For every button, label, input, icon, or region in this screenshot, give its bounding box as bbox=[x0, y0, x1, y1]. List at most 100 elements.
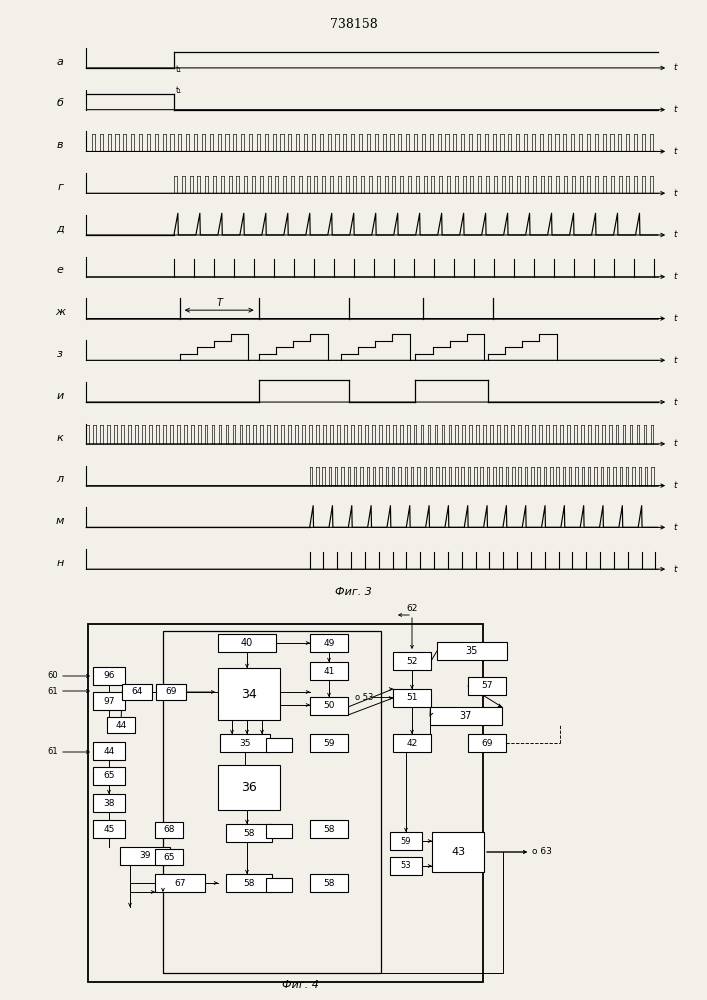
Text: t₁: t₁ bbox=[176, 65, 182, 74]
Text: 41: 41 bbox=[323, 666, 334, 676]
Text: 35: 35 bbox=[466, 646, 478, 656]
Text: 59: 59 bbox=[323, 738, 334, 748]
Text: t: t bbox=[673, 398, 677, 407]
Bar bbox=[93, 667, 125, 685]
Text: t: t bbox=[673, 105, 677, 114]
Text: 49: 49 bbox=[323, 639, 334, 648]
Text: и: и bbox=[57, 391, 64, 401]
Bar bbox=[88, 624, 483, 982]
Text: 58: 58 bbox=[323, 879, 334, 888]
Text: м: м bbox=[56, 516, 64, 526]
Bar bbox=[390, 857, 422, 875]
Text: 61: 61 bbox=[47, 748, 58, 756]
Bar bbox=[226, 824, 272, 842]
Text: л: л bbox=[57, 474, 64, 484]
Text: 42: 42 bbox=[407, 738, 418, 748]
Bar bbox=[93, 742, 125, 760]
Bar bbox=[156, 684, 186, 700]
Text: 58: 58 bbox=[243, 828, 255, 838]
Text: з: з bbox=[57, 349, 63, 359]
Text: t: t bbox=[673, 272, 677, 281]
Text: 39: 39 bbox=[139, 852, 151, 860]
Text: 738158: 738158 bbox=[329, 18, 378, 31]
Text: 43: 43 bbox=[451, 847, 465, 857]
Bar bbox=[310, 734, 348, 752]
Bar bbox=[266, 738, 292, 752]
Text: к: к bbox=[57, 433, 64, 443]
Bar bbox=[155, 822, 183, 838]
Text: t: t bbox=[673, 356, 677, 365]
Bar bbox=[93, 794, 125, 812]
Text: 34: 34 bbox=[241, 688, 257, 700]
Bar bbox=[93, 767, 125, 785]
Text: t: t bbox=[673, 189, 677, 198]
Text: T: T bbox=[216, 298, 222, 308]
Text: 69: 69 bbox=[165, 688, 177, 696]
Bar bbox=[155, 874, 205, 892]
Text: t₁: t₁ bbox=[176, 86, 182, 95]
Text: 59: 59 bbox=[401, 836, 411, 846]
Text: д: д bbox=[57, 224, 64, 234]
Bar bbox=[310, 874, 348, 892]
Bar bbox=[218, 634, 276, 652]
Bar bbox=[393, 652, 431, 670]
Bar bbox=[220, 734, 270, 752]
Bar bbox=[393, 734, 431, 752]
Text: 65: 65 bbox=[163, 852, 175, 861]
Text: 52: 52 bbox=[407, 656, 418, 666]
Text: 96: 96 bbox=[103, 672, 115, 680]
Text: 44: 44 bbox=[103, 746, 115, 756]
Bar bbox=[390, 832, 422, 850]
Text: o 53: o 53 bbox=[355, 692, 373, 702]
Text: t: t bbox=[673, 230, 677, 239]
Bar bbox=[155, 849, 183, 865]
Text: 65: 65 bbox=[103, 772, 115, 780]
Text: 58: 58 bbox=[243, 879, 255, 888]
Bar bbox=[218, 765, 280, 810]
Bar bbox=[218, 668, 280, 720]
Bar bbox=[393, 689, 431, 707]
Text: 97: 97 bbox=[103, 696, 115, 706]
Bar bbox=[226, 874, 272, 892]
Text: 50: 50 bbox=[323, 702, 334, 710]
Text: 35: 35 bbox=[239, 738, 251, 748]
Bar bbox=[310, 820, 348, 838]
Bar bbox=[107, 717, 135, 733]
Text: t: t bbox=[673, 439, 677, 448]
Text: o 63: o 63 bbox=[532, 848, 552, 856]
Text: t: t bbox=[673, 147, 677, 156]
Bar bbox=[120, 847, 170, 865]
Bar bbox=[468, 734, 506, 752]
Text: t: t bbox=[673, 523, 677, 532]
Text: 36: 36 bbox=[241, 781, 257, 794]
Bar bbox=[310, 697, 348, 715]
Text: в: в bbox=[57, 140, 64, 150]
Bar bbox=[437, 642, 507, 660]
Bar bbox=[468, 677, 506, 695]
Bar bbox=[93, 692, 125, 710]
Text: 67: 67 bbox=[174, 879, 186, 888]
Text: 62: 62 bbox=[407, 604, 418, 613]
Text: 64: 64 bbox=[132, 688, 143, 696]
Bar bbox=[430, 707, 502, 725]
Bar bbox=[93, 820, 125, 838]
Bar bbox=[310, 634, 348, 652]
Text: t: t bbox=[673, 63, 677, 72]
Text: 45: 45 bbox=[103, 824, 115, 834]
Text: 53: 53 bbox=[401, 861, 411, 870]
Text: 69: 69 bbox=[481, 738, 493, 748]
Text: t: t bbox=[673, 481, 677, 490]
Text: 68: 68 bbox=[163, 826, 175, 834]
Text: е: е bbox=[57, 265, 64, 275]
Text: Фиг. 4: Фиг. 4 bbox=[281, 980, 318, 990]
Text: 40: 40 bbox=[241, 638, 253, 648]
Bar bbox=[163, 631, 381, 973]
Text: 37: 37 bbox=[460, 711, 472, 721]
Text: 38: 38 bbox=[103, 798, 115, 808]
Text: б: б bbox=[57, 98, 64, 108]
Text: г: г bbox=[57, 182, 63, 192]
Text: 44: 44 bbox=[115, 720, 127, 730]
Text: н: н bbox=[57, 558, 64, 568]
Bar bbox=[310, 662, 348, 680]
Bar bbox=[122, 684, 152, 700]
